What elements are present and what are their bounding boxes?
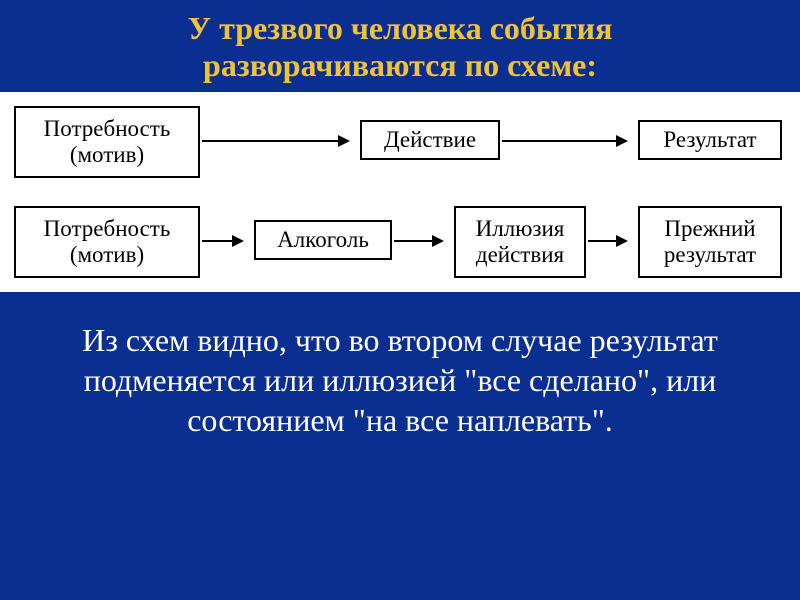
flow-node-label: действия (476, 242, 564, 267)
flow-arrow (502, 140, 626, 142)
flow-arrow (588, 240, 626, 242)
slide: У трезвого человека события разворачиваю… (0, 0, 800, 600)
flow-node-label: (мотив) (70, 142, 144, 167)
flow-node: Алкоголь (254, 220, 392, 260)
flowchart-diagram: Потребность(мотив)ДействиеРезультат Потр… (0, 92, 800, 292)
flow-node-label: Иллюзия (476, 216, 565, 241)
flow-node-label: Потребность (44, 216, 171, 241)
flow-node-label: Алкоголь (277, 227, 369, 252)
flow-node-label: Прежний (664, 216, 755, 241)
flow-node: Потребность(мотив) (14, 206, 200, 278)
flow-node: Результат (638, 120, 782, 160)
flow-arrow (202, 140, 348, 142)
flow-node-label: Результат (663, 127, 756, 152)
flow-arrow (394, 240, 442, 242)
flow-node: Действие (360, 120, 500, 160)
flow-arrow (202, 240, 242, 242)
flow-node: Иллюзиядействия (454, 206, 586, 278)
title-line-1: У трезвого человека события (188, 10, 613, 46)
flow-node-label: результат (664, 242, 756, 267)
slide-caption: Из схем видно, что во втором случае резу… (0, 292, 800, 440)
flow-node: Потребность(мотив) (14, 106, 200, 178)
flow-node-label: Потребность (44, 116, 171, 141)
flow-row-alcohol: Потребность(мотив) Алкоголь Иллюзиядействи… (0, 192, 800, 292)
flow-node-label: Действие (384, 127, 476, 152)
slide-title: У трезвого человека события разворачиваю… (0, 0, 800, 92)
flow-row-sober: Потребность(мотив) Действие Результат (0, 92, 800, 192)
title-line-2: разворачиваются по схеме: (203, 47, 597, 83)
flow-node: Прежнийрезультат (638, 206, 782, 278)
flow-node-label: (мотив) (70, 242, 144, 267)
